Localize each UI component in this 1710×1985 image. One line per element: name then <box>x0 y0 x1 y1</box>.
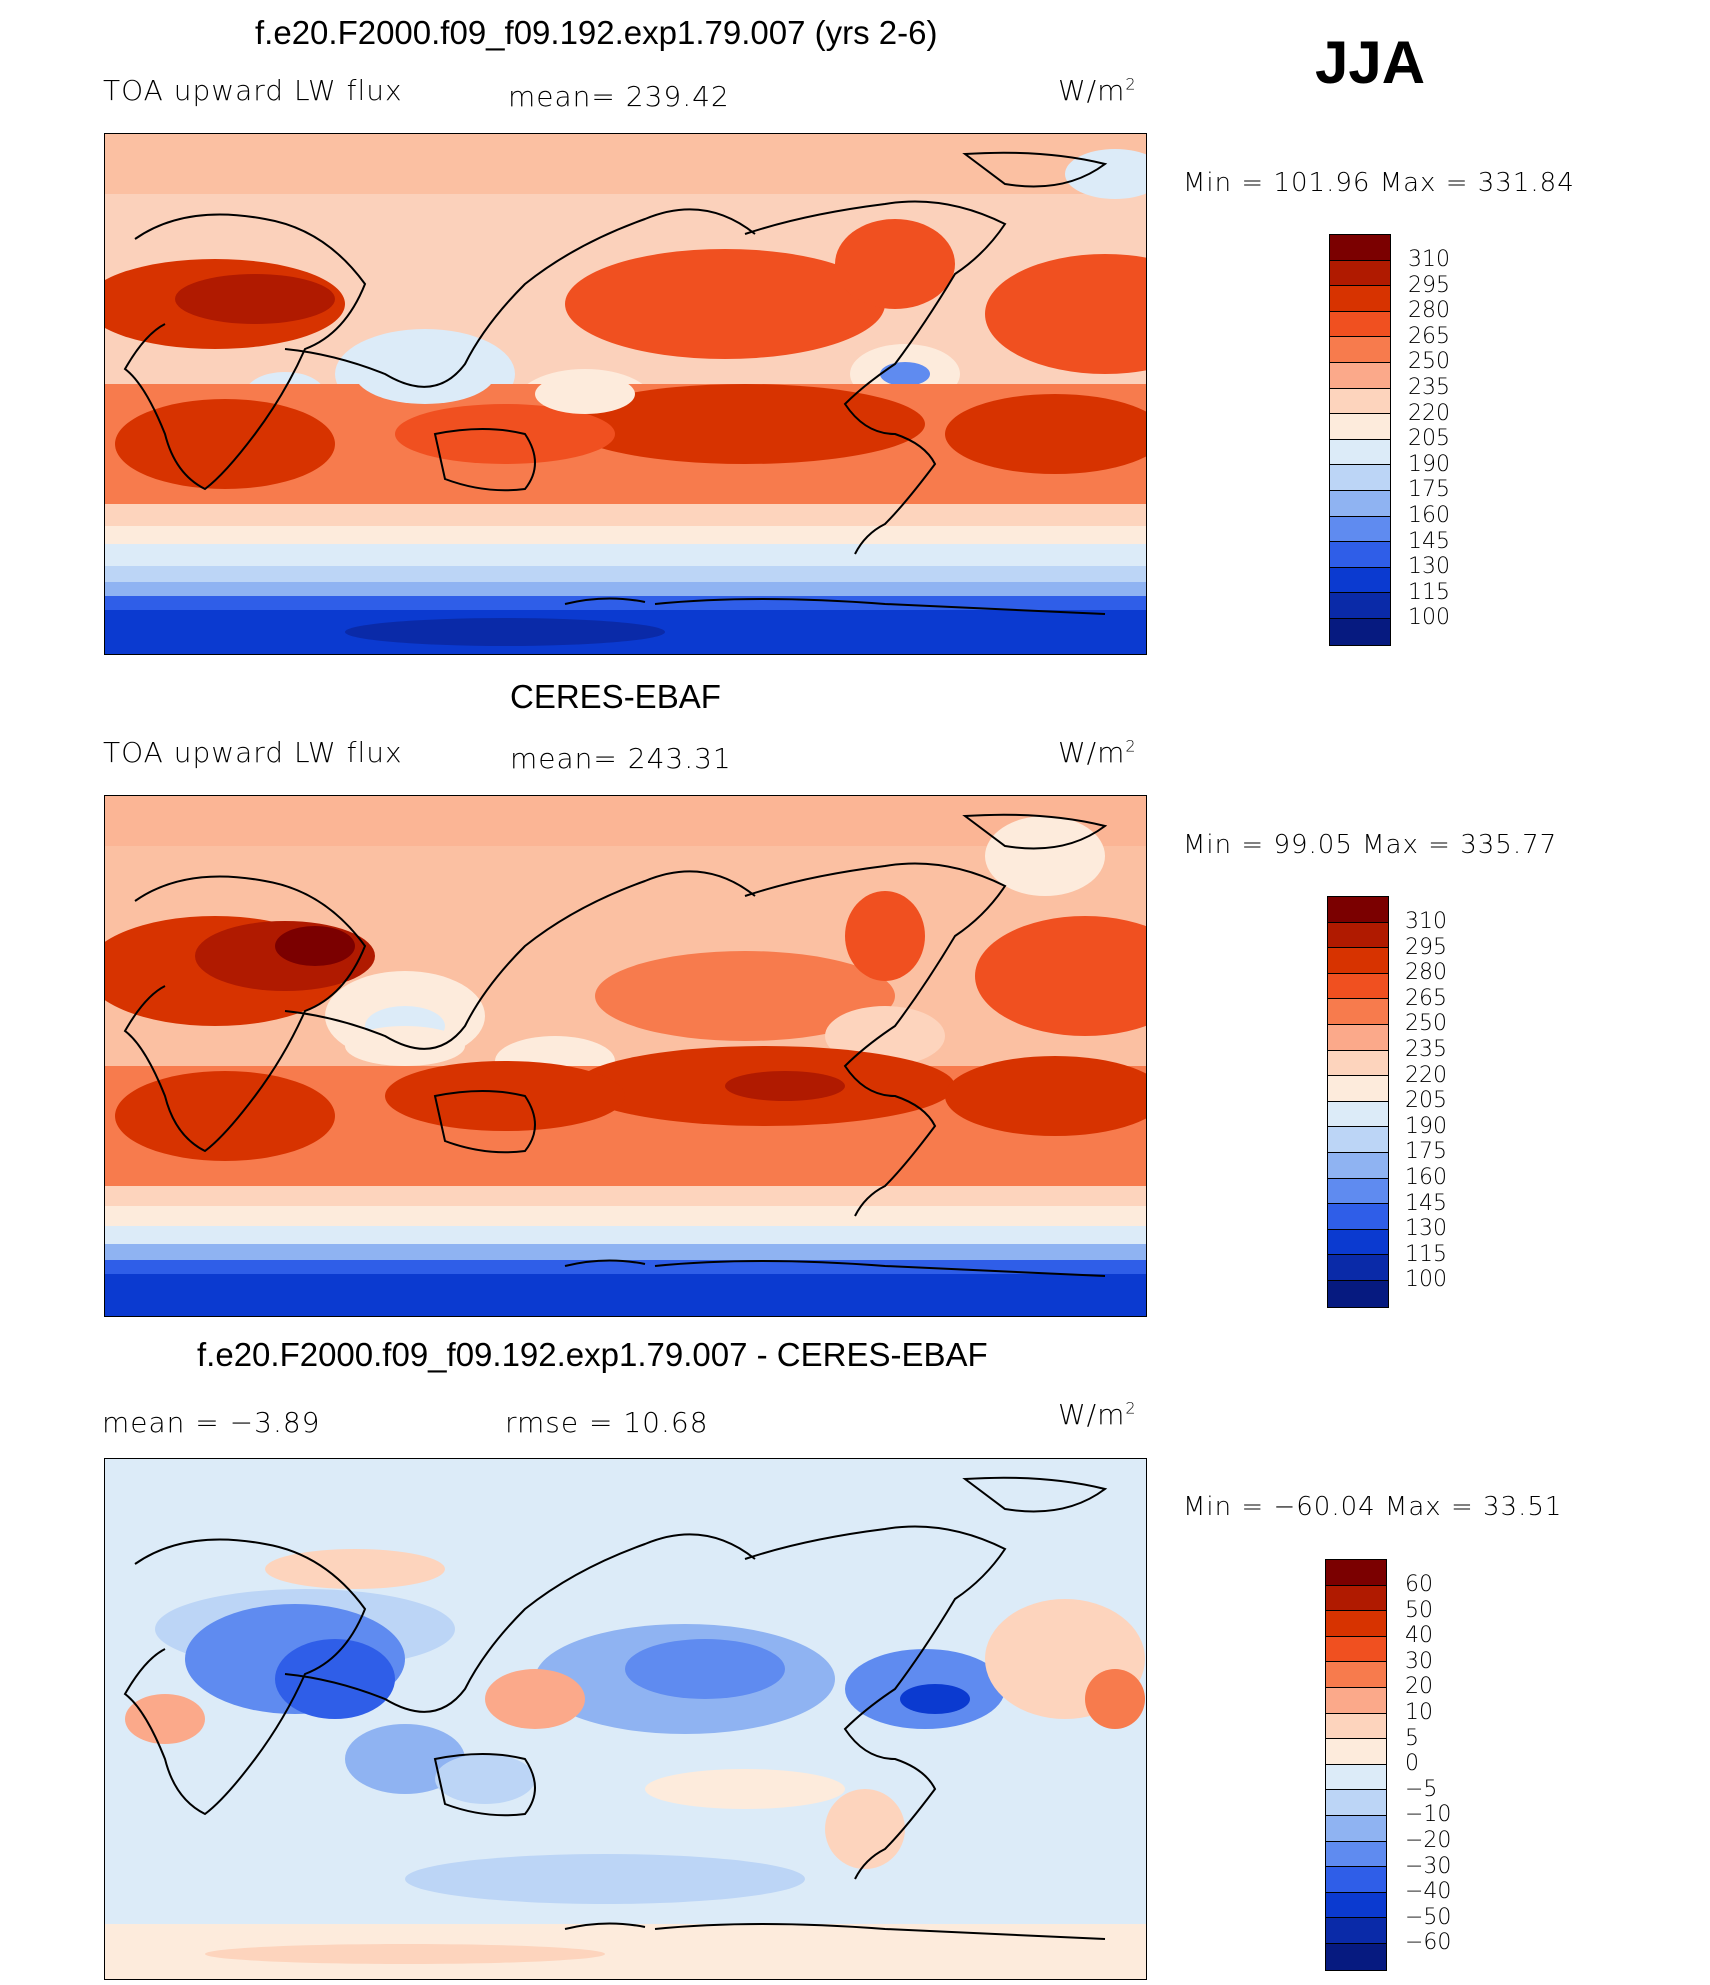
colorbar-tick: 220 <box>1405 1062 1447 1088</box>
colorbar-tick: 295 <box>1408 272 1450 298</box>
colorbar-tick: 295 <box>1405 934 1447 960</box>
colorbar-tick: 20 <box>1405 1674 1433 1700</box>
colorbar-tick: 220 <box>1408 400 1450 426</box>
colorbar-tick: 205 <box>1408 426 1450 452</box>
panel1-title: f.e20.F2000.f09_f09.192.exp1.79.007 (yrs… <box>255 14 938 51</box>
panel3-map-svg <box>105 1459 1146 1979</box>
colorbar-tick: 100 <box>1405 1267 1447 1293</box>
colorbar-tick: 175 <box>1408 477 1450 503</box>
colorbar-tick: −20 <box>1405 1827 1452 1853</box>
colorbar-tick: 265 <box>1408 323 1450 349</box>
colorbar-tick: 160 <box>1408 502 1450 528</box>
panel3-title: f.e20.F2000.f09_f09.192.exp1.79.007 - CE… <box>197 1336 988 1373</box>
colorbar-tick: 40 <box>1405 1623 1433 1649</box>
colorbar-tick: 250 <box>1408 349 1450 375</box>
panel3-colorbar <box>1325 1559 1387 1971</box>
colorbar-tick: 115 <box>1408 579 1450 605</box>
panel3-units: W/m2 <box>1058 1398 1137 1431</box>
colorbar-tick: 30 <box>1405 1648 1433 1674</box>
panel2-colorbar-labels: 310 295 280 265 250 235 220 205 190 175 … <box>1405 909 1447 1293</box>
colorbar-tick: −30 <box>1405 1853 1452 1879</box>
colorbar-tick: −5 <box>1405 1776 1438 1802</box>
panel3-colorbar-labels: 60 50 40 30 20 10 5 0 −5 −10 −20 −30 −40… <box>1405 1572 1451 1956</box>
panel2-title: CERES-EBAF <box>510 678 721 715</box>
colorbar-tick: 130 <box>1405 1216 1447 1242</box>
panel1-units: W/m2 <box>1058 74 1137 107</box>
panel3-mean-label: mean = −3.89 <box>102 1406 321 1439</box>
panel3-minmax: Min = −60.04 Max = 33.51 <box>1183 1492 1563 1522</box>
colorbar-tick: 145 <box>1408 528 1450 554</box>
panel2-colorbar <box>1327 896 1389 1308</box>
colorbar-tick: −60 <box>1405 1930 1452 1956</box>
colorbar-tick: −10 <box>1405 1802 1452 1828</box>
panel1-map-svg <box>105 134 1146 654</box>
panel1-colorbar-labels: 310 295 280 265 250 235 220 205 190 175 … <box>1408 247 1450 631</box>
panel1-variable-label: TOA upward LW flux <box>103 74 403 107</box>
colorbar-tick: 235 <box>1405 1036 1447 1062</box>
panel2-map <box>104 795 1147 1317</box>
colorbar-tick: 190 <box>1405 1113 1447 1139</box>
colorbar-tick: 280 <box>1408 298 1450 324</box>
colorbar-tick: 145 <box>1405 1190 1447 1216</box>
colorbar-tick: 280 <box>1405 960 1447 986</box>
season-label: JJA <box>1315 29 1426 96</box>
colorbar-tick: −40 <box>1405 1879 1452 1905</box>
panel2-minmax: Min = 99.05 Max = 335.77 <box>1183 830 1558 860</box>
colorbar-tick: 130 <box>1408 554 1450 580</box>
colorbar-tick: 205 <box>1405 1088 1447 1114</box>
colorbar-tick: 190 <box>1408 451 1450 477</box>
panel1-colorbar <box>1329 234 1391 646</box>
colorbar-tick: 160 <box>1405 1164 1447 1190</box>
colorbar-tick: 235 <box>1408 374 1450 400</box>
colorbar-tick: 60 <box>1405 1572 1433 1597</box>
colorbar-tick: 0 <box>1405 1751 1419 1777</box>
panel1-map <box>104 133 1147 655</box>
colorbar-tick: 115 <box>1405 1241 1447 1267</box>
panel2-units: W/m2 <box>1058 736 1137 769</box>
panel1-mean-label: mean= 239.42 <box>508 80 730 113</box>
colorbar-tick: −50 <box>1405 1904 1452 1930</box>
colorbar-tick: 10 <box>1405 1699 1433 1725</box>
panel2-map-svg <box>105 796 1146 1316</box>
colorbar-tick: 310 <box>1405 909 1447 934</box>
panel1-minmax: Min = 101.96 Max = 331.84 <box>1183 168 1575 198</box>
panel3-map <box>104 1458 1147 1980</box>
panel2-variable-label: TOA upward LW flux <box>103 736 403 769</box>
colorbar-tick: 175 <box>1405 1139 1447 1165</box>
colorbar-tick: 5 <box>1405 1725 1419 1751</box>
colorbar-tick: 250 <box>1405 1011 1447 1037</box>
panel3-rmse-label: rmse = 10.68 <box>505 1406 709 1439</box>
colorbar-tick: 100 <box>1408 605 1450 631</box>
colorbar-tick: 50 <box>1405 1597 1433 1623</box>
colorbar-tick: 265 <box>1405 985 1447 1011</box>
colorbar-tick: 310 <box>1408 247 1450 272</box>
panel2-mean-label: mean= 243.31 <box>510 742 732 775</box>
